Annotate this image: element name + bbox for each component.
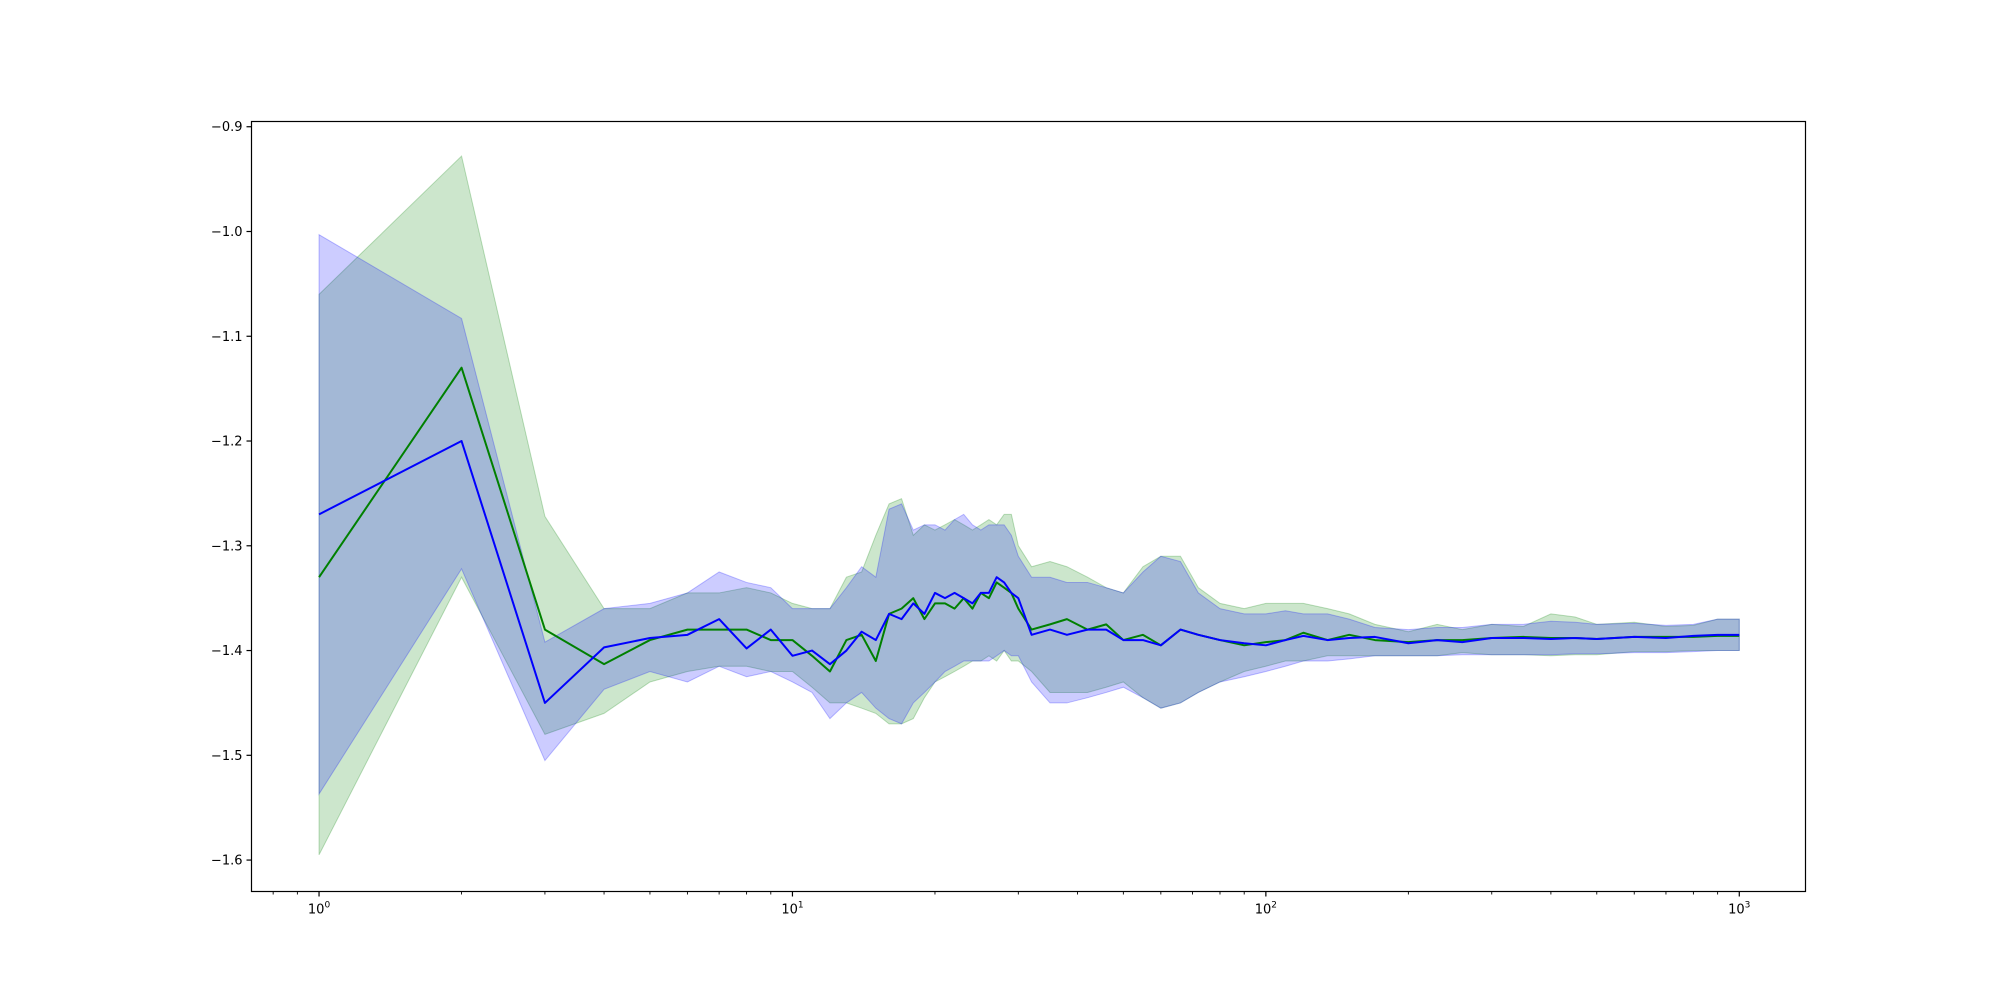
- confidence-band-1: [318, 155, 1740, 856]
- y-axis: −0.9 −1.0 −1.1 −1.2 −1.3 −1.4 −1.5 −1.6: [211, 120, 252, 869]
- x-tick-label: 102: [1255, 901, 1277, 918]
- x-tick-label: 101: [781, 901, 803, 918]
- y-tick-label: −1.1: [211, 330, 243, 345]
- y-tick-label: −0.9: [211, 120, 243, 135]
- series-line-2: [318, 440, 1740, 704]
- x-tick-label: 103: [1728, 901, 1750, 918]
- y-tick-label: −1.0: [211, 225, 243, 240]
- axes-frame: [250, 120, 1807, 893]
- y-tick-label: −1.3: [211, 539, 243, 554]
- x-axis: 100 101 102 103: [272, 891, 1750, 918]
- confidence-band-2: [318, 233, 1740, 796]
- y-tick-label: −1.5: [211, 749, 243, 764]
- series-line-1: [318, 366, 1740, 673]
- x-tick-label: 100: [308, 901, 331, 918]
- y-tick-label: −1.2: [211, 435, 243, 450]
- plot-area: [318, 155, 1740, 856]
- y-tick-label: −1.6: [211, 854, 243, 869]
- y-tick-label: −1.4: [211, 644, 243, 659]
